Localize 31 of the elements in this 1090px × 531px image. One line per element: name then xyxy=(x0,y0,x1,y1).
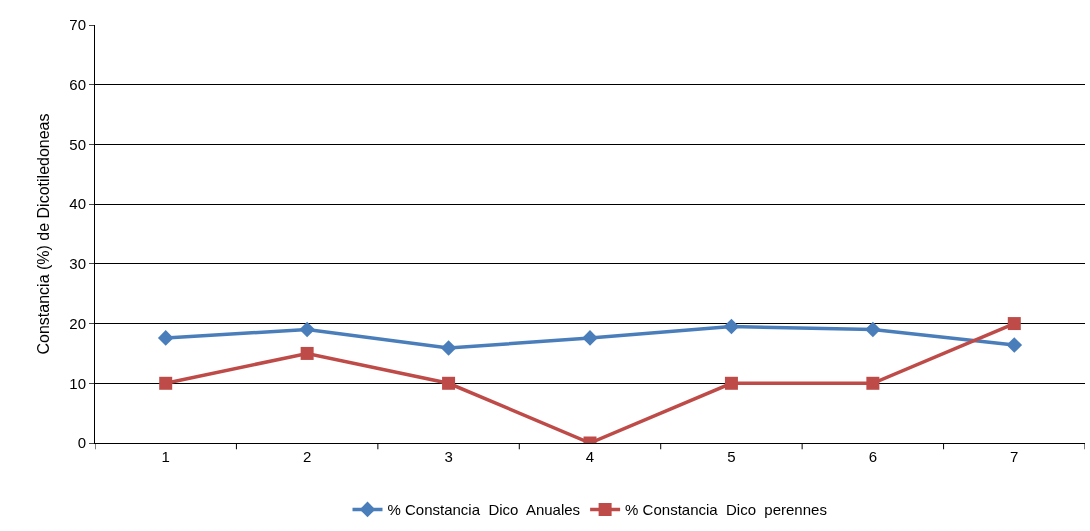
y-tick-label: 60 xyxy=(69,75,86,93)
x-tick-label: 3 xyxy=(444,448,453,465)
point xyxy=(440,340,457,356)
x-tick-label: 2 xyxy=(302,448,312,465)
point xyxy=(157,330,174,346)
x-tick-label: 7 xyxy=(1010,448,1019,465)
x-tick-label: 6 xyxy=(868,448,878,465)
legend-label: % Constancia Dico perennes xyxy=(625,501,827,519)
y-tick-label: 70 xyxy=(69,16,86,34)
point xyxy=(1007,317,1021,331)
y-tick-label: 50 xyxy=(69,135,86,153)
point xyxy=(299,321,315,338)
x-tick-label: 4 xyxy=(585,448,595,465)
y-axis-title: Constancia (%) de Dicotiledoneas xyxy=(35,113,53,355)
x-tick-label: 1 xyxy=(161,448,170,465)
point xyxy=(723,318,740,335)
y-tick-label: 0 xyxy=(77,434,86,452)
y-tick-label: 30 xyxy=(69,255,86,273)
y-tick-label: 40 xyxy=(69,195,86,213)
legend-label: % Constancia Dico Anuales xyxy=(387,501,581,519)
point xyxy=(865,321,881,338)
y-tick-label: 10 xyxy=(69,374,86,392)
point xyxy=(724,376,738,390)
point xyxy=(866,376,880,390)
point xyxy=(1006,337,1023,353)
y-tick-label: 20 xyxy=(69,314,86,332)
point xyxy=(159,376,173,390)
point xyxy=(582,330,598,346)
point xyxy=(442,376,456,390)
x-tick-label: 5 xyxy=(727,448,736,465)
point xyxy=(300,346,314,360)
